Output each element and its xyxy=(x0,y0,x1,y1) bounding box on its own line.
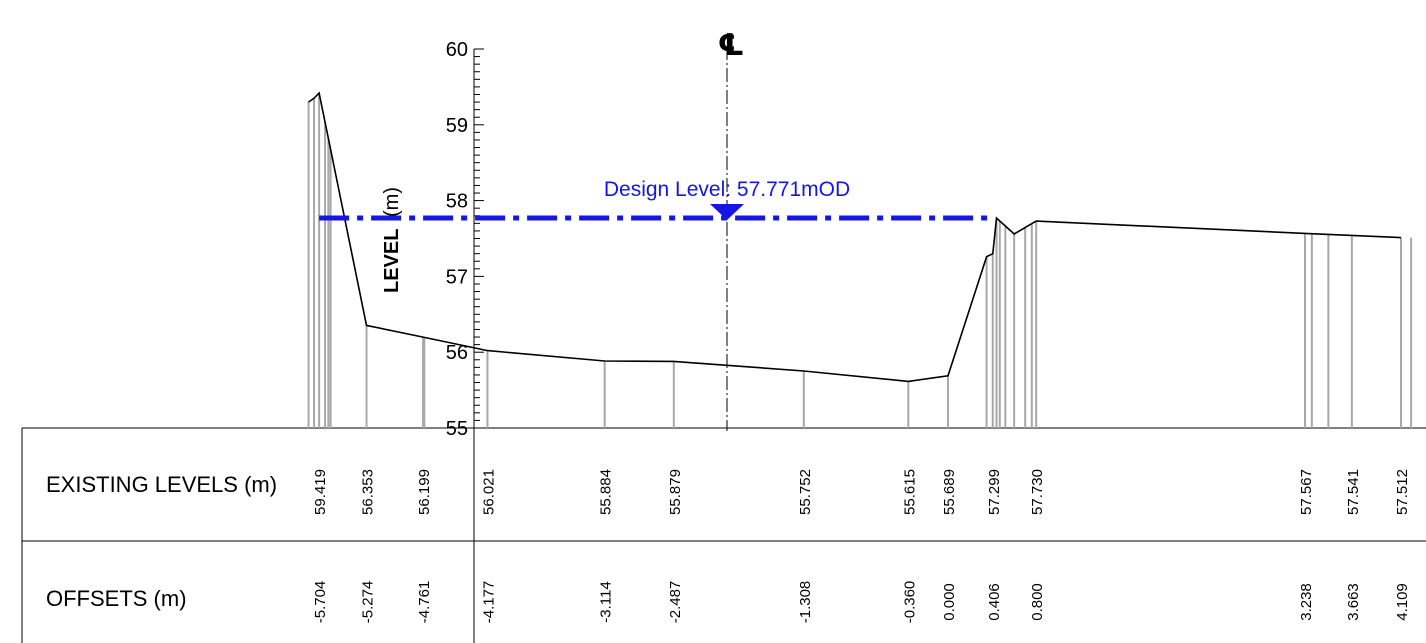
existing-level-value: 55.879 xyxy=(667,469,684,515)
y-axis: 55 56 57 58 59 60 LEVEL (m) xyxy=(381,39,484,643)
offset-value: -4.761 xyxy=(416,581,433,624)
y-tick-label: 55 xyxy=(446,418,468,440)
existing-level-value: 55.689 xyxy=(941,469,958,515)
design-level: Design Level: 57.771mOD xyxy=(319,178,993,221)
station-lines xyxy=(307,93,1413,428)
offset-value: -2.487 xyxy=(667,581,684,624)
y-axis-title: LEVEL (m) xyxy=(381,187,403,293)
y-tick-label: 60 xyxy=(446,39,468,61)
existing-level-value: 57.299 xyxy=(986,469,1003,515)
offset-value: -5.704 xyxy=(312,581,329,624)
existing-level-values: 59.419 56.353 56.199 56.021 55.884 55.879 55.7… xyxy=(312,469,1411,515)
offset-value: 0.000 xyxy=(941,583,958,621)
existing-level-value: 57.730 xyxy=(1029,469,1046,515)
offset-value: -1.308 xyxy=(797,581,814,624)
offset-value: -4.177 xyxy=(480,581,497,624)
y-tick-label: 57 xyxy=(446,266,468,288)
y-tick-label: 58 xyxy=(446,191,468,213)
existing-level-value: 55.615 xyxy=(901,469,918,515)
existing-level-value: 55.884 xyxy=(598,469,615,515)
offset-value: -3.114 xyxy=(598,581,615,622)
centerline-symbol: ℄ xyxy=(718,28,745,63)
ground-profile-line xyxy=(308,91,1402,383)
y-axis-title-unit: (m) xyxy=(381,187,403,217)
design-level-label: Design Level: 57.771mOD xyxy=(604,178,850,201)
offsets-title: OFFSETS (m) xyxy=(46,586,187,611)
band-table: EXISTING LEVELS (m) OFFSETS (m) xyxy=(21,427,1426,643)
offset-values: -5.704 -5.274 -4.761 -4.177 -3.114 -2.487 -1.3… xyxy=(312,581,1411,624)
y-minor-ticks xyxy=(474,48,484,429)
y-major-ticks: 55 56 57 58 59 60 xyxy=(446,39,468,440)
existing-level-value: 57.567 xyxy=(1298,469,1315,515)
y-tick-label: 56 xyxy=(446,342,468,364)
offset-value: -5.274 xyxy=(360,581,377,624)
offset-value: 4.109 xyxy=(1394,583,1411,621)
offset-value: 0.800 xyxy=(1029,583,1046,621)
offset-value: 0.406 xyxy=(986,583,1003,621)
y-tick-label: 59 xyxy=(446,115,468,137)
existing-level-value: 56.353 xyxy=(360,469,377,515)
offset-value: 3.238 xyxy=(1298,583,1315,621)
offset-value: 3.663 xyxy=(1345,583,1362,621)
existing-level-value: 56.021 xyxy=(480,469,497,515)
design-level-marker xyxy=(710,203,744,220)
existing-level-value: 59.419 xyxy=(312,469,329,515)
offset-value: -0.360 xyxy=(901,581,918,624)
existing-level-value: 57.541 xyxy=(1345,469,1362,515)
existing-level-value: 56.199 xyxy=(416,469,433,515)
y-axis-title-main: LEVEL xyxy=(381,229,403,293)
existing-level-value: 57.512 xyxy=(1394,469,1411,515)
existing-levels-title: EXISTING LEVELS (m) xyxy=(46,472,277,497)
centerline: ℄ xyxy=(718,28,745,431)
existing-level-value: 55.752 xyxy=(797,469,814,515)
